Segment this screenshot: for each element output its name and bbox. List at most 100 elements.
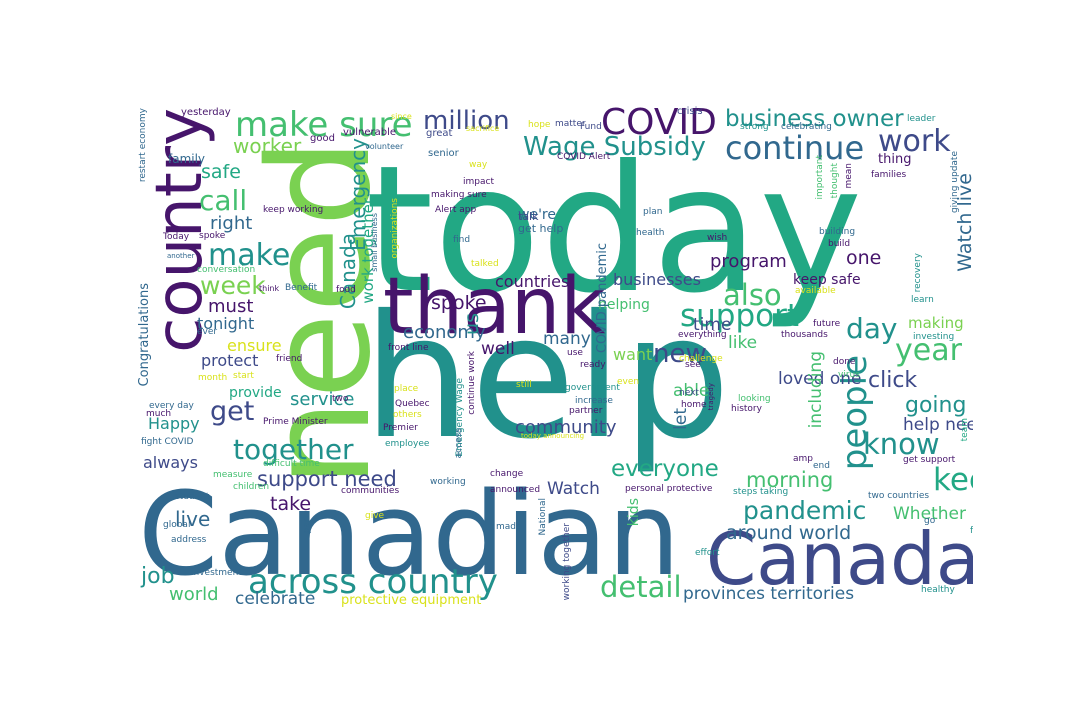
word-leader: leader	[907, 114, 936, 124]
word-since: since	[391, 112, 412, 121]
word-vulnerable: vulnerable	[343, 127, 397, 138]
word-business-owner: business owner	[725, 106, 904, 132]
word-investment: investment	[191, 568, 242, 578]
word-steps-taking: steps taking	[733, 487, 789, 497]
word-like: like	[728, 333, 758, 353]
word-today: today	[365, 129, 863, 332]
word-safe: safe	[201, 161, 241, 183]
word-change: change	[490, 469, 524, 479]
word-think: think	[259, 284, 280, 293]
word-million: million	[423, 106, 510, 136]
word-alert-app: Alert app	[435, 205, 477, 215]
word-way: way	[469, 160, 488, 170]
word-worker: worker	[233, 134, 302, 158]
word-keep-working: keep working	[263, 205, 324, 215]
word-children: children	[233, 482, 270, 492]
word-talk: talk	[518, 210, 539, 223]
word-celebrating: celebrating	[781, 122, 832, 132]
word-community: community	[515, 417, 617, 438]
word-around-world: around world	[726, 522, 852, 544]
word-economy: economy	[403, 322, 486, 343]
word-working: working	[430, 477, 466, 487]
word-good: good	[310, 133, 335, 144]
word-others: others	[393, 410, 422, 420]
word-helping: helping	[598, 297, 650, 313]
word-matter: matter	[555, 119, 586, 129]
word-take: take	[270, 493, 312, 515]
word-plan: plan	[643, 207, 663, 217]
word-build: build	[828, 239, 851, 249]
word-strong: strong	[740, 122, 769, 132]
word-measure: measure	[213, 470, 253, 480]
word-including: including	[806, 351, 826, 429]
word-looking: looking	[738, 394, 771, 404]
word-wage-subsidy: Wage Subsidy	[523, 132, 706, 162]
word-making-sure: making sure	[431, 190, 487, 200]
word-world: world	[169, 584, 219, 605]
word-fight-covid: fight COVID	[141, 437, 194, 447]
word-even: even	[617, 377, 640, 387]
word-protect: protect	[201, 351, 259, 370]
word-canada: Canada	[706, 517, 973, 601]
word-service: service	[290, 389, 355, 410]
word-friend: friend	[276, 354, 303, 364]
word-loved-one: loved one	[778, 369, 862, 389]
word-still: still	[516, 380, 532, 390]
word-student: student	[175, 492, 210, 502]
word-benefit: Benefit	[285, 283, 318, 293]
word-learn: learn	[911, 295, 934, 305]
word-talked: talked	[471, 259, 499, 269]
word-much: much	[146, 409, 172, 419]
word-work: work	[878, 124, 951, 159]
word-we-re: we're	[518, 207, 556, 223]
word-today: Today	[163, 232, 190, 242]
word-virus: virus	[838, 370, 860, 380]
word-two-countries: two countries	[868, 491, 930, 501]
word-working-together: working together	[562, 523, 572, 601]
word-available: available	[795, 286, 836, 296]
word-everyone: everyone	[611, 456, 719, 482]
word-thought: thought	[830, 163, 840, 199]
word-businesses: businesses	[613, 270, 701, 289]
word-also: also	[723, 278, 782, 312]
word-countries: countries	[495, 272, 570, 291]
word-tonight: tonight	[197, 314, 255, 333]
word-continue: continue	[725, 129, 865, 167]
word-giving-update: giving update	[950, 151, 960, 214]
word-week: week	[200, 271, 266, 300]
word-focused: focused	[970, 526, 973, 536]
word-year: year	[895, 333, 962, 368]
word-get-support: get support	[903, 455, 956, 465]
word-spoke: spoke	[431, 292, 487, 314]
word-front-line: front line	[388, 343, 429, 353]
word-difficult-time: difficult time	[263, 459, 320, 469]
word-one: one	[846, 247, 882, 269]
word-pandemic: pandemic	[743, 496, 867, 525]
word-today-announcing: today announcing	[521, 432, 585, 440]
word-morning: morning	[746, 468, 834, 492]
word-watch: Watch	[547, 479, 600, 499]
word-increase: increase	[575, 396, 613, 406]
word-us: us	[461, 313, 483, 335]
word-spoke: spoke	[199, 231, 226, 241]
word-conversation: conversation	[197, 265, 256, 275]
word-provide: provide	[229, 385, 282, 401]
word-keep: keep	[933, 462, 973, 498]
word-whether: Whether	[893, 504, 966, 524]
word-healthy: healthy	[921, 585, 955, 595]
word-must: must	[208, 296, 254, 317]
word-effort: effort	[695, 548, 720, 558]
word-thousands: thousands	[781, 330, 828, 340]
word-get-help: get help	[518, 222, 564, 235]
word-personal-protective: personal protective	[625, 484, 713, 494]
word-prime-minister: Prime Minister	[263, 417, 328, 427]
word-continue-work: continue work	[467, 351, 477, 415]
word-new: new	[653, 339, 707, 369]
word-everything: everything	[678, 330, 727, 340]
word-going: going	[905, 393, 967, 418]
word-building: building	[819, 227, 856, 237]
word-covid: COVID	[601, 103, 717, 143]
word-hope: hope	[528, 120, 551, 130]
word-crisis: crisis	[677, 106, 703, 117]
word-see: see	[685, 360, 701, 370]
